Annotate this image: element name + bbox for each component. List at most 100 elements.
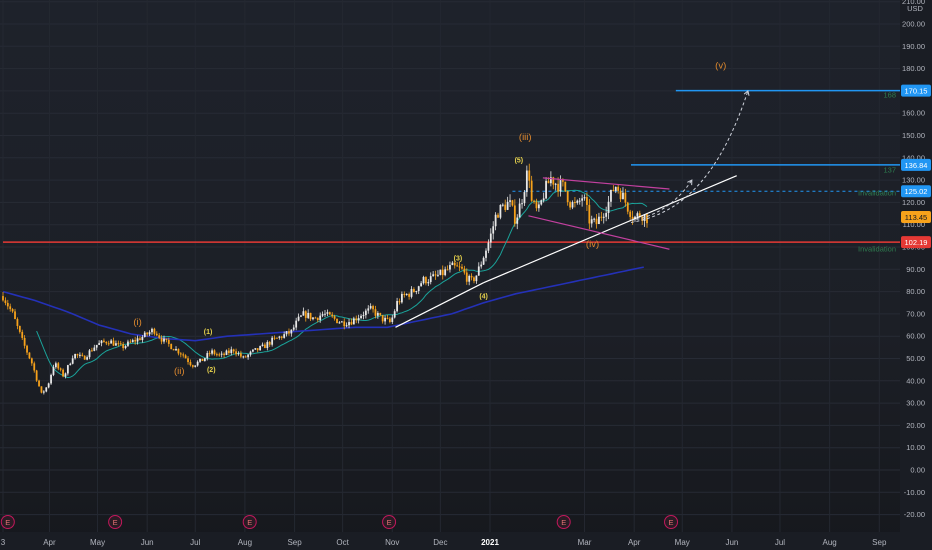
candle-body (292, 327, 295, 330)
candle-body (115, 343, 117, 346)
candle-body (6, 302, 9, 307)
candle-body (413, 289, 415, 293)
level-price-text: 170.15 (905, 87, 928, 96)
candle-body (91, 350, 93, 352)
price-levels: 168 137 Invalidation Invalidation (3, 89, 900, 253)
earnings-marker (108, 515, 123, 529)
candle-body (477, 266, 480, 276)
price-tick-label: 10.00 (906, 443, 925, 452)
earnings-marker-label: E (561, 518, 566, 527)
candle-body (194, 365, 197, 367)
moving-averages (2, 189, 648, 379)
candle-body (444, 269, 447, 276)
candle-body (280, 336, 283, 338)
time-tick-label: Apr (43, 538, 56, 547)
candle-body (148, 332, 151, 335)
candle-body (607, 201, 610, 214)
trendline (528, 215, 670, 250)
wave-label: (4) (479, 293, 488, 300)
candle-body (184, 355, 187, 359)
candle-body (64, 373, 67, 377)
candle-body (93, 347, 96, 351)
candle-body (343, 321, 346, 327)
candle-body (103, 340, 105, 342)
candle-body (276, 337, 278, 339)
candle-body (42, 391, 45, 393)
candle-body (410, 289, 413, 297)
candle-body (196, 361, 199, 366)
candle-body (470, 275, 473, 278)
time-axis[interactable]: 3 Apr May Jun Jul Aug Sep Oct Nov Dec 2021 Mar Apr Ma… (0, 532, 932, 550)
candle-body (16, 319, 19, 326)
price-tick-label: 50.00 (906, 354, 925, 363)
candle-body (530, 180, 533, 201)
candle-body (458, 266, 461, 268)
time-tick-label: Jun (725, 538, 738, 547)
candle-body (165, 338, 168, 340)
candle-body (314, 317, 317, 319)
candle-body (256, 348, 259, 351)
candle-body (566, 191, 569, 203)
candle-body (425, 277, 427, 284)
earnings-marker (242, 515, 257, 529)
candle-body (199, 358, 201, 362)
price-tick-label: 150.00 (902, 131, 925, 140)
candle-body (187, 358, 189, 363)
candle-body (420, 283, 423, 287)
candle-body (249, 351, 252, 355)
earnings-marker (556, 515, 571, 529)
price-tick-label: 20.00 (906, 421, 925, 430)
candle-body (302, 311, 305, 316)
candle-body (360, 315, 362, 319)
candle-body (131, 340, 134, 342)
wave-label: (iii) (519, 132, 532, 143)
trendlines[interactable] (395, 89, 750, 328)
earnings-marker-label: E (247, 518, 252, 527)
candle-body (612, 189, 615, 191)
candle-body (393, 311, 396, 318)
candle-body (456, 265, 459, 267)
candle-body (158, 335, 161, 338)
candle-body (14, 311, 16, 320)
candle-body (316, 317, 319, 320)
wave-labels: (i) (ii) (iii) (iv) (v) (1) (2) (3) (4) (5) (133, 61, 726, 378)
candle-body (561, 180, 564, 182)
candle-body (122, 344, 125, 349)
level-price-tag (901, 236, 931, 249)
candle-body (33, 363, 36, 371)
candle-body (105, 341, 108, 344)
candle-body (295, 320, 298, 328)
candle-body (129, 341, 132, 343)
candle-body (614, 186, 617, 191)
candle-body (357, 318, 360, 321)
wave-label: (1) (204, 329, 213, 336)
candle-body (81, 354, 84, 356)
candle-body (336, 318, 338, 324)
candle-body (160, 337, 163, 342)
candle-body (266, 342, 269, 349)
candle-body (290, 329, 293, 334)
candle-body (254, 348, 257, 350)
candle-body (372, 306, 374, 310)
candle-body (535, 201, 538, 209)
candle-body (285, 331, 288, 335)
candle-body (57, 363, 60, 369)
candle-body (134, 340, 137, 342)
candle-body (588, 204, 591, 224)
candle-body (172, 349, 175, 351)
wave-label: (ii) (174, 366, 185, 377)
candle-body (30, 358, 33, 364)
candle-body (23, 337, 26, 346)
price-axis[interactable]: USD210.00200.00190.00180.00170.00160.001… (900, 0, 932, 550)
price-tick-label: 0.00 (910, 466, 925, 475)
candle-body (98, 343, 101, 345)
candle-body (177, 348, 180, 354)
candle-body (408, 293, 411, 297)
candle-body (2, 296, 4, 301)
time-tick-label: Mar (578, 538, 592, 547)
candle-body (112, 340, 115, 346)
candle-body (376, 312, 379, 316)
candle-body (605, 213, 608, 217)
